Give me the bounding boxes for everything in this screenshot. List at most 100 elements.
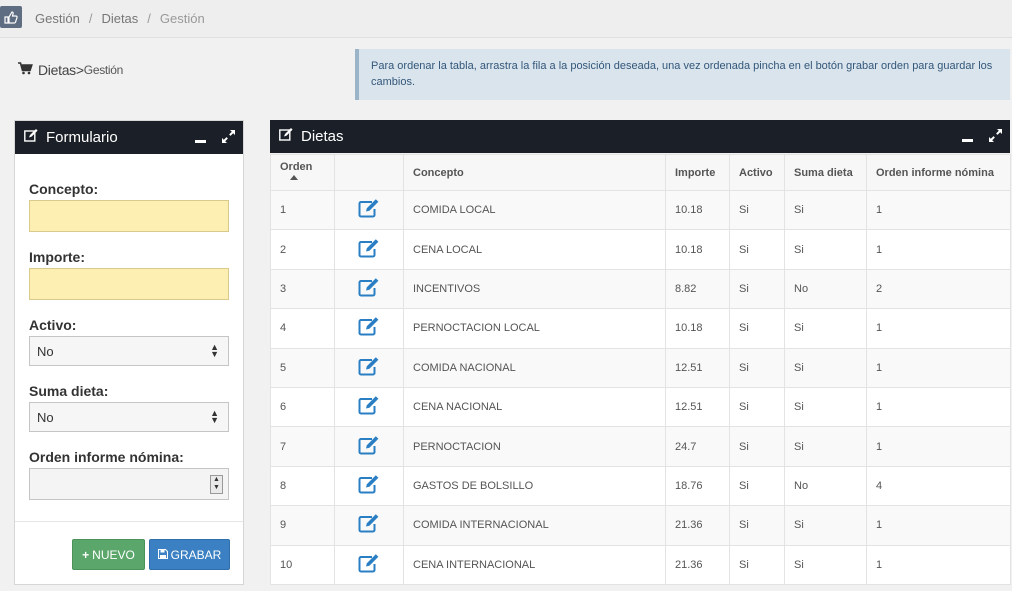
importe-input[interactable] xyxy=(29,268,229,300)
orden-cell: 9 xyxy=(270,505,335,546)
save-button-label: GRABAR xyxy=(170,547,222,562)
table-row[interactable]: 10 CENA INTERNACIONAL 21.36 Si Si 1 xyxy=(270,544,1011,585)
table-panel-header: Dietas xyxy=(270,120,1010,153)
table-panel-title: Dietas xyxy=(301,128,344,145)
activo-cell: Si xyxy=(729,386,785,428)
collapse-icon[interactable] xyxy=(195,139,206,143)
suma-dieta-cell: Si xyxy=(784,347,867,388)
column-header-activo[interactable]: Activo xyxy=(729,154,785,191)
suma-dieta-label: Suma dieta: xyxy=(29,383,109,399)
new-button[interactable]: + NUEVO xyxy=(72,539,145,570)
column-header-suma-dieta[interactable]: Suma dieta xyxy=(784,154,867,191)
select-arrows-icon: ▲ ▼ xyxy=(210,342,219,359)
form-body xyxy=(15,154,243,522)
page-title: Dietas > Gestión xyxy=(18,62,123,78)
table-row[interactable]: 5 COMIDA NACIONAL 12.51 Si Si 1 xyxy=(270,347,1011,388)
expand-icon[interactable] xyxy=(989,129,1002,146)
concepto-cell: PERNOCTACION LOCAL xyxy=(403,308,666,349)
table-row[interactable]: 3 INCENTIVOS 8.82 Si No 2 xyxy=(270,268,1011,310)
edit-icon[interactable] xyxy=(358,317,380,339)
concepto-cell: COMIDA NACIONAL xyxy=(403,347,666,388)
edit-cell xyxy=(334,229,404,270)
importe-cell: 10.18 xyxy=(665,189,730,231)
orden-cell: 3 xyxy=(270,268,335,310)
concepto-cell: PERNOCTACION xyxy=(403,426,666,467)
importe-cell: 12.51 xyxy=(665,386,730,428)
concepto-label: Concepto: xyxy=(29,181,99,197)
edit-cell xyxy=(334,347,404,388)
table-row[interactable]: 2 CENA LOCAL 10.18 Si Si 1 xyxy=(270,229,1011,270)
page-title-text: Dietas xyxy=(38,62,76,78)
shopping-cart-icon xyxy=(18,62,33,78)
edit-icon[interactable] xyxy=(358,238,380,261)
activo-select[interactable]: No ▲ ▼ xyxy=(29,336,229,366)
orden-informe-label: Orden informe nómina: xyxy=(29,449,184,465)
orden-cell: 10 xyxy=(270,544,335,585)
activo-select-value: No xyxy=(37,344,54,359)
form-panel: Formulario Concepto: Importe: Activo: No… xyxy=(14,120,244,585)
orden-informe-cell: 1 xyxy=(866,308,1011,349)
activo-cell: Si xyxy=(729,229,785,270)
concepto-cell: CENA INTERNACIONAL xyxy=(403,544,666,585)
number-spinner-icon[interactable]: ▲ ▼ xyxy=(210,475,223,494)
orden-cell: 7 xyxy=(270,426,335,467)
orden-informe-cell: 1 xyxy=(866,426,1011,467)
orden-informe-cell: 1 xyxy=(866,229,1011,270)
table-row[interactable]: 6 CENA NACIONAL 12.51 Si Si 1 xyxy=(270,386,1011,428)
table-header-row: Orden Concepto Importe Activo Suma dieta… xyxy=(270,154,1011,191)
column-header-importe[interactable]: Importe xyxy=(665,154,730,191)
thumbs-up-icon[interactable] xyxy=(0,6,22,28)
breadcrumb-item[interactable]: Dietas xyxy=(101,11,139,26)
orden-informe-cell: 1 xyxy=(866,544,1011,585)
expand-icon[interactable] xyxy=(222,130,235,147)
suma-dieta-cell: Si xyxy=(784,505,867,546)
activo-cell: Si xyxy=(729,268,785,310)
save-button[interactable]: GRABAR xyxy=(149,539,230,570)
importe-cell: 21.36 xyxy=(665,505,730,546)
form-panel-header: Formulario xyxy=(15,121,243,154)
edit-icon[interactable] xyxy=(358,199,380,221)
table-row[interactable]: 8 GASTOS DE BOLSILLO 18.76 Si No 4 xyxy=(270,465,1011,507)
select-arrows-icon: ▲ ▼ xyxy=(210,408,219,425)
edit-icon[interactable] xyxy=(358,356,380,379)
suma-dieta-cell: Si xyxy=(784,544,867,585)
suma-dieta-cell: Si xyxy=(784,229,867,270)
concepto-input[interactable] xyxy=(29,200,229,232)
column-header-orden-informe[interactable]: Orden informe nómina xyxy=(866,154,1011,191)
page-title-arrow: > xyxy=(75,62,84,78)
suma-dieta-cell: Si xyxy=(784,386,867,428)
breadcrumb-item[interactable]: Gestión xyxy=(35,11,80,26)
edit-icon[interactable] xyxy=(358,475,380,497)
edit-icon[interactable] xyxy=(358,396,380,418)
orden-informe-cell: 1 xyxy=(866,347,1011,388)
collapse-icon[interactable] xyxy=(962,138,973,142)
breadcrumb-separator: / xyxy=(147,11,151,26)
edit-icon[interactable] xyxy=(358,514,380,536)
table-row[interactable]: 1 COMIDA LOCAL 10.18 Si Si 1 xyxy=(270,189,1011,231)
table-row[interactable]: 7 PERNOCTACION 24.7 Si Si 1 xyxy=(270,426,1011,467)
importe-cell: 24.7 xyxy=(665,426,730,467)
edit-cell xyxy=(334,268,404,310)
table-row[interactable]: 9 COMIDA INTERNACIONAL 21.36 Si Si 1 xyxy=(270,505,1011,546)
activo-cell: Si xyxy=(729,426,785,467)
orden-informe-input[interactable]: ▲ ▼ xyxy=(29,468,229,500)
orden-cell: 5 xyxy=(270,347,335,388)
top-bar: Gestión / Dietas / Gestión xyxy=(0,0,1012,38)
concepto-cell: CENA LOCAL xyxy=(403,229,666,270)
edit-icon[interactable] xyxy=(358,435,380,458)
sort-asc-icon xyxy=(290,174,298,180)
edit-square-icon xyxy=(24,129,38,146)
column-header-orden[interactable]: Orden xyxy=(270,154,335,191)
column-header-concepto[interactable]: Concepto xyxy=(403,154,666,191)
edit-icon[interactable] xyxy=(358,553,380,576)
edit-square-icon xyxy=(279,128,293,145)
suma-dieta-cell: Si xyxy=(784,308,867,349)
edit-cell xyxy=(334,308,404,349)
importe-cell: 12.51 xyxy=(665,347,730,388)
table-row[interactable]: 4 PERNOCTACION LOCAL 10.18 Si Si 1 xyxy=(270,308,1011,349)
floppy-disk-icon xyxy=(157,548,168,562)
orden-informe-cell: 2 xyxy=(866,268,1011,310)
edit-icon[interactable] xyxy=(358,278,380,300)
suma-dieta-select[interactable]: No ▲ ▼ xyxy=(29,402,229,432)
importe-cell: 8.82 xyxy=(665,268,730,310)
